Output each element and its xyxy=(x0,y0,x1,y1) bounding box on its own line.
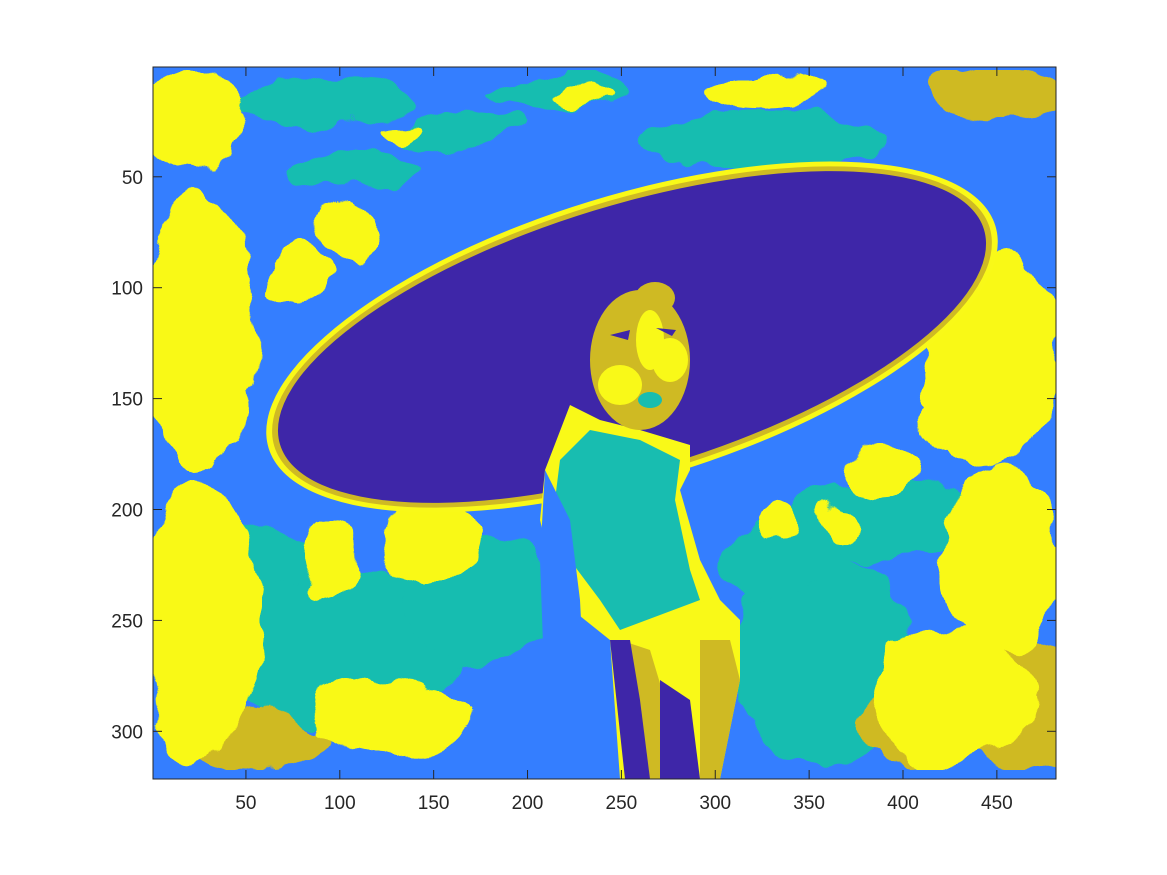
y-tick-label: 200 xyxy=(111,501,143,522)
y-tick-label: 300 xyxy=(111,722,143,743)
x-tick-label: 150 xyxy=(418,793,450,814)
y-tick-label: 250 xyxy=(111,611,143,632)
x-tick-label: 50 xyxy=(235,793,256,814)
y-tick-label: 100 xyxy=(111,279,143,300)
x-tick-label: 300 xyxy=(699,793,731,814)
y-tick-label: 50 xyxy=(122,168,143,189)
x-tick-label: 100 xyxy=(324,793,356,814)
x-tick-label: 450 xyxy=(981,793,1013,814)
x-tick-label: 350 xyxy=(793,793,825,814)
y-axis: 50 100 150 200 250 300 xyxy=(111,168,1056,743)
x-tick-label: 200 xyxy=(512,793,544,814)
x-tick-label: 400 xyxy=(887,793,919,814)
figure-person xyxy=(540,282,740,779)
segmented-image xyxy=(153,67,1056,779)
teal-regions xyxy=(190,74,970,770)
y-tick-label: 150 xyxy=(111,390,143,411)
plot-area-frame xyxy=(152,66,1057,780)
x-axis: 50 100 150 200 250 300 350 400 450 xyxy=(235,67,1013,814)
yellow-regions xyxy=(153,70,1056,770)
x-tick-label: 250 xyxy=(606,793,638,814)
